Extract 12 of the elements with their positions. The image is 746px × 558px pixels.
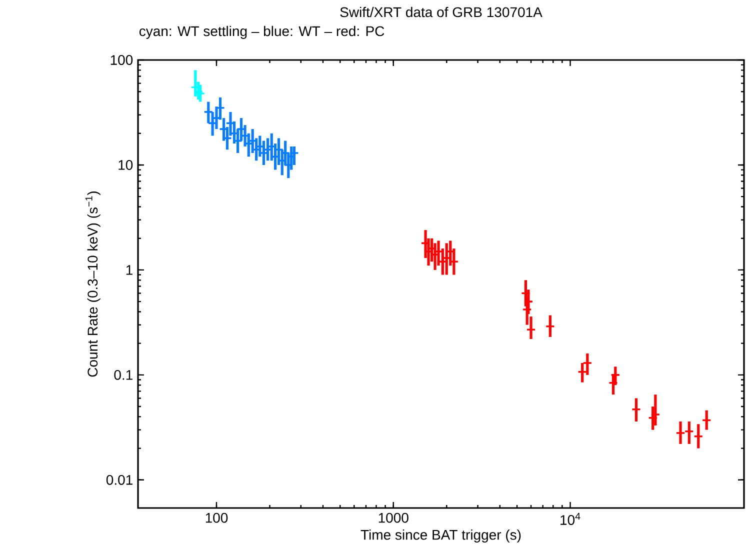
x-tick-label: 10$^{4}$: [560, 512, 580, 525]
chart-subtitle: cyan: WT settling – blue: WT – red: PC: [139, 26, 384, 39]
y-axis-title: Count Rate (0.3–10 keV) (s$^{−1}$): [85, 192, 100, 377]
y-tick-label: 100: [110, 55, 133, 65]
y-tick-label: 0.01: [106, 474, 132, 485]
x-tick-label: 1000: [378, 512, 408, 523]
x-tick-label: 100: [206, 512, 228, 523]
y-tick-label: 1: [126, 265, 132, 275]
chart-title: Swift/XRT data of GRB 130701A: [340, 6, 542, 18]
x-axis-title: Time since BAT trigger (s): [360, 530, 521, 543]
y-tick-label: 10: [118, 160, 133, 170]
y-tick-label: 0.1: [114, 370, 132, 380]
